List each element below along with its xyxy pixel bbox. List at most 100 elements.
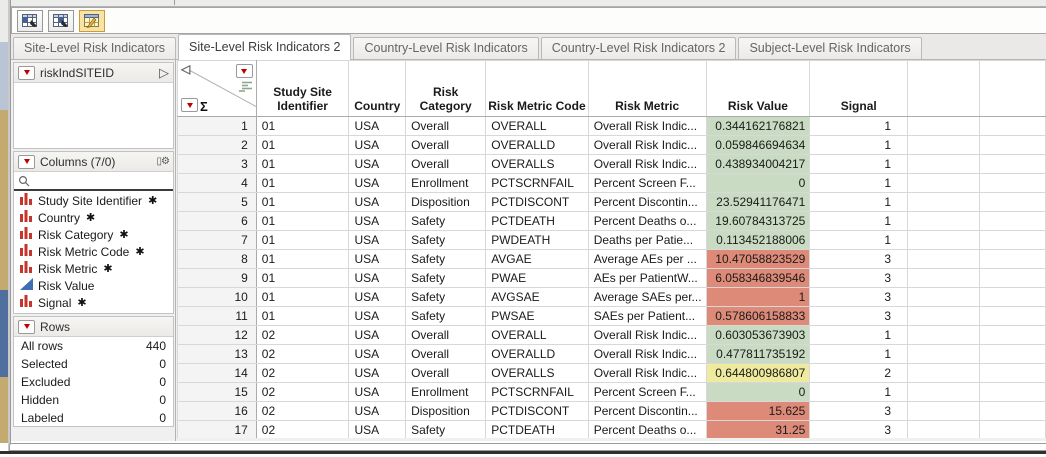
cell-signal[interactable]: 1 [809,154,909,174]
cell-risk-metric[interactable]: Percent Deaths o... [587,211,707,231]
cell-risk-value[interactable]: 6.058346839546 [705,268,811,288]
cell-risk-metric[interactable]: Overall Risk Indic... [587,363,707,383]
cell-risk-metric-code[interactable]: OVERALLS [485,154,589,174]
cell-row-number[interactable]: 7 [177,230,257,250]
cell-empty[interactable] [907,287,981,307]
cell-risk-category[interactable]: Safety [405,420,487,438]
cell-risk-value[interactable]: 0 [705,173,811,193]
cell-signal[interactable]: 1 [809,344,909,364]
cell-risk-metric-code[interactable]: AVGSAE [485,287,589,307]
cell-country[interactable]: USA [348,325,407,345]
column-settings-gear-icon[interactable]: ▯⚙ [156,156,171,167]
cell-risk-value[interactable]: 19.60784313725 [705,211,811,231]
cell-risk-metric-code[interactable]: OVERALLD [485,344,589,364]
cell-signal[interactable]: 3 [809,401,909,421]
cell-empty[interactable] [907,230,981,250]
cell-study-site-identifier[interactable]: 02 [255,344,350,364]
cell-risk-metric[interactable]: Overall Risk Indic... [587,135,707,155]
cell-risk-value[interactable]: 15.625 [705,401,811,421]
cell-empty[interactable] [979,211,1046,231]
cell-risk-metric[interactable]: Overall Risk Indic... [587,154,707,174]
cell-study-site-identifier[interactable]: 01 [255,211,350,231]
cell-risk-metric[interactable]: Percent Deaths o... [587,420,707,438]
cell-row-number[interactable]: 15 [177,382,257,402]
new-data-view-icon[interactable] [17,9,43,32]
cell-risk-metric-code[interactable]: OVERALLS [485,363,589,383]
cell-row-number[interactable]: 11 [177,306,257,326]
cell-empty[interactable] [907,401,981,421]
cell-risk-value[interactable]: 1 [705,287,811,307]
cell-risk-metric-code[interactable]: OVERALL [485,116,589,136]
cell-row-number[interactable]: 3 [177,154,257,174]
collapse-panel-icon[interactable]: ◁ [181,62,191,76]
tab-site-level-risk-indicators-2[interactable]: Site-Level Risk Indicators 2 [178,34,352,60]
tab-country-level-risk-indicators[interactable]: Country-Level Risk Indicators [353,37,539,59]
cell-country[interactable]: USA [348,344,407,364]
tab-subject-level-risk-indicators[interactable]: Subject-Level Risk Indicators [738,37,922,59]
column-list-icon[interactable] [238,81,252,92]
cell-risk-category[interactable]: Safety [405,268,487,288]
cell-country[interactable]: USA [348,230,407,250]
column-header-risk-value[interactable]: Risk Value [705,60,811,117]
cell-empty[interactable] [907,268,981,288]
cell-country[interactable]: USA [348,306,407,326]
cell-study-site-identifier[interactable]: 01 [255,173,350,193]
cell-country[interactable]: USA [348,154,407,174]
cell-risk-category[interactable]: Overall [405,135,487,155]
cell-risk-value[interactable]: 0 [705,382,811,402]
cell-country[interactable]: USA [348,382,407,402]
cell-risk-metric-code[interactable]: AVGAE [485,249,589,269]
cell-risk-metric[interactable]: Overall Risk Indic... [587,116,707,136]
cell-country[interactable]: USA [348,116,407,136]
column-header-risk-metric[interactable]: Risk Metric [587,60,707,117]
cell-risk-metric-code[interactable]: PCTDEATH [485,420,589,438]
cell-signal[interactable]: 3 [809,249,909,269]
cell-risk-category[interactable]: Overall [405,363,487,383]
cell-country[interactable]: USA [348,420,407,438]
cell-study-site-identifier[interactable]: 01 [255,249,350,269]
cell-signal[interactable]: 1 [809,382,909,402]
cell-country[interactable]: USA [348,249,407,269]
cell-empty[interactable] [979,420,1046,438]
cell-empty[interactable] [907,420,981,438]
cell-empty[interactable] [907,154,981,174]
cell-signal[interactable]: 1 [809,230,909,250]
cell-risk-metric-code[interactable]: PWSAE [485,306,589,326]
column-list-item-risk-value[interactable]: Risk Value [14,277,173,294]
cell-signal[interactable]: 3 [809,268,909,288]
cell-risk-category[interactable]: Overall [405,154,487,174]
cell-risk-category[interactable]: Enrollment [405,382,487,402]
column-header-risk-category[interactable]: Risk Category [405,60,487,117]
cell-study-site-identifier[interactable]: 01 [255,287,350,307]
cell-study-site-identifier[interactable]: 02 [255,382,350,402]
cell-risk-metric-code[interactable]: PCTDEATH [485,211,589,231]
cell-risk-metric[interactable]: Overall Risk Indic... [587,325,707,345]
column-header-country[interactable]: Country [348,60,407,117]
cell-row-number[interactable]: 1 [177,116,257,136]
cell-row-number[interactable]: 10 [177,287,257,307]
cell-risk-category[interactable]: Safety [405,287,487,307]
cell-risk-value[interactable]: 0.344162176821 [705,116,811,136]
cell-risk-value[interactable]: 10.47058823529 [705,249,811,269]
cell-country[interactable]: USA [348,401,407,421]
cell-empty[interactable] [979,287,1046,307]
cell-row-number[interactable]: 13 [177,344,257,364]
cell-risk-category[interactable]: Disposition [405,401,487,421]
column-header-empty[interactable] [979,60,1046,117]
cell-empty[interactable] [979,116,1046,136]
cell-empty[interactable] [979,306,1046,326]
cell-country[interactable]: USA [348,211,407,231]
cell-risk-category[interactable]: Overall [405,344,487,364]
cell-empty[interactable] [907,192,981,212]
cell-row-number[interactable]: 14 [177,363,257,383]
cell-row-number[interactable]: 12 [177,325,257,345]
cell-risk-metric[interactable]: Average SAEs per... [587,287,707,307]
cell-empty[interactable] [907,116,981,136]
cell-study-site-identifier[interactable]: 01 [255,154,350,174]
cell-risk-metric[interactable]: Percent Discontin... [587,401,707,421]
cell-empty[interactable] [907,363,981,383]
cell-empty[interactable] [907,135,981,155]
cell-empty[interactable] [979,135,1046,155]
cell-country[interactable]: USA [348,268,407,288]
cell-signal[interactable]: 1 [809,173,909,193]
